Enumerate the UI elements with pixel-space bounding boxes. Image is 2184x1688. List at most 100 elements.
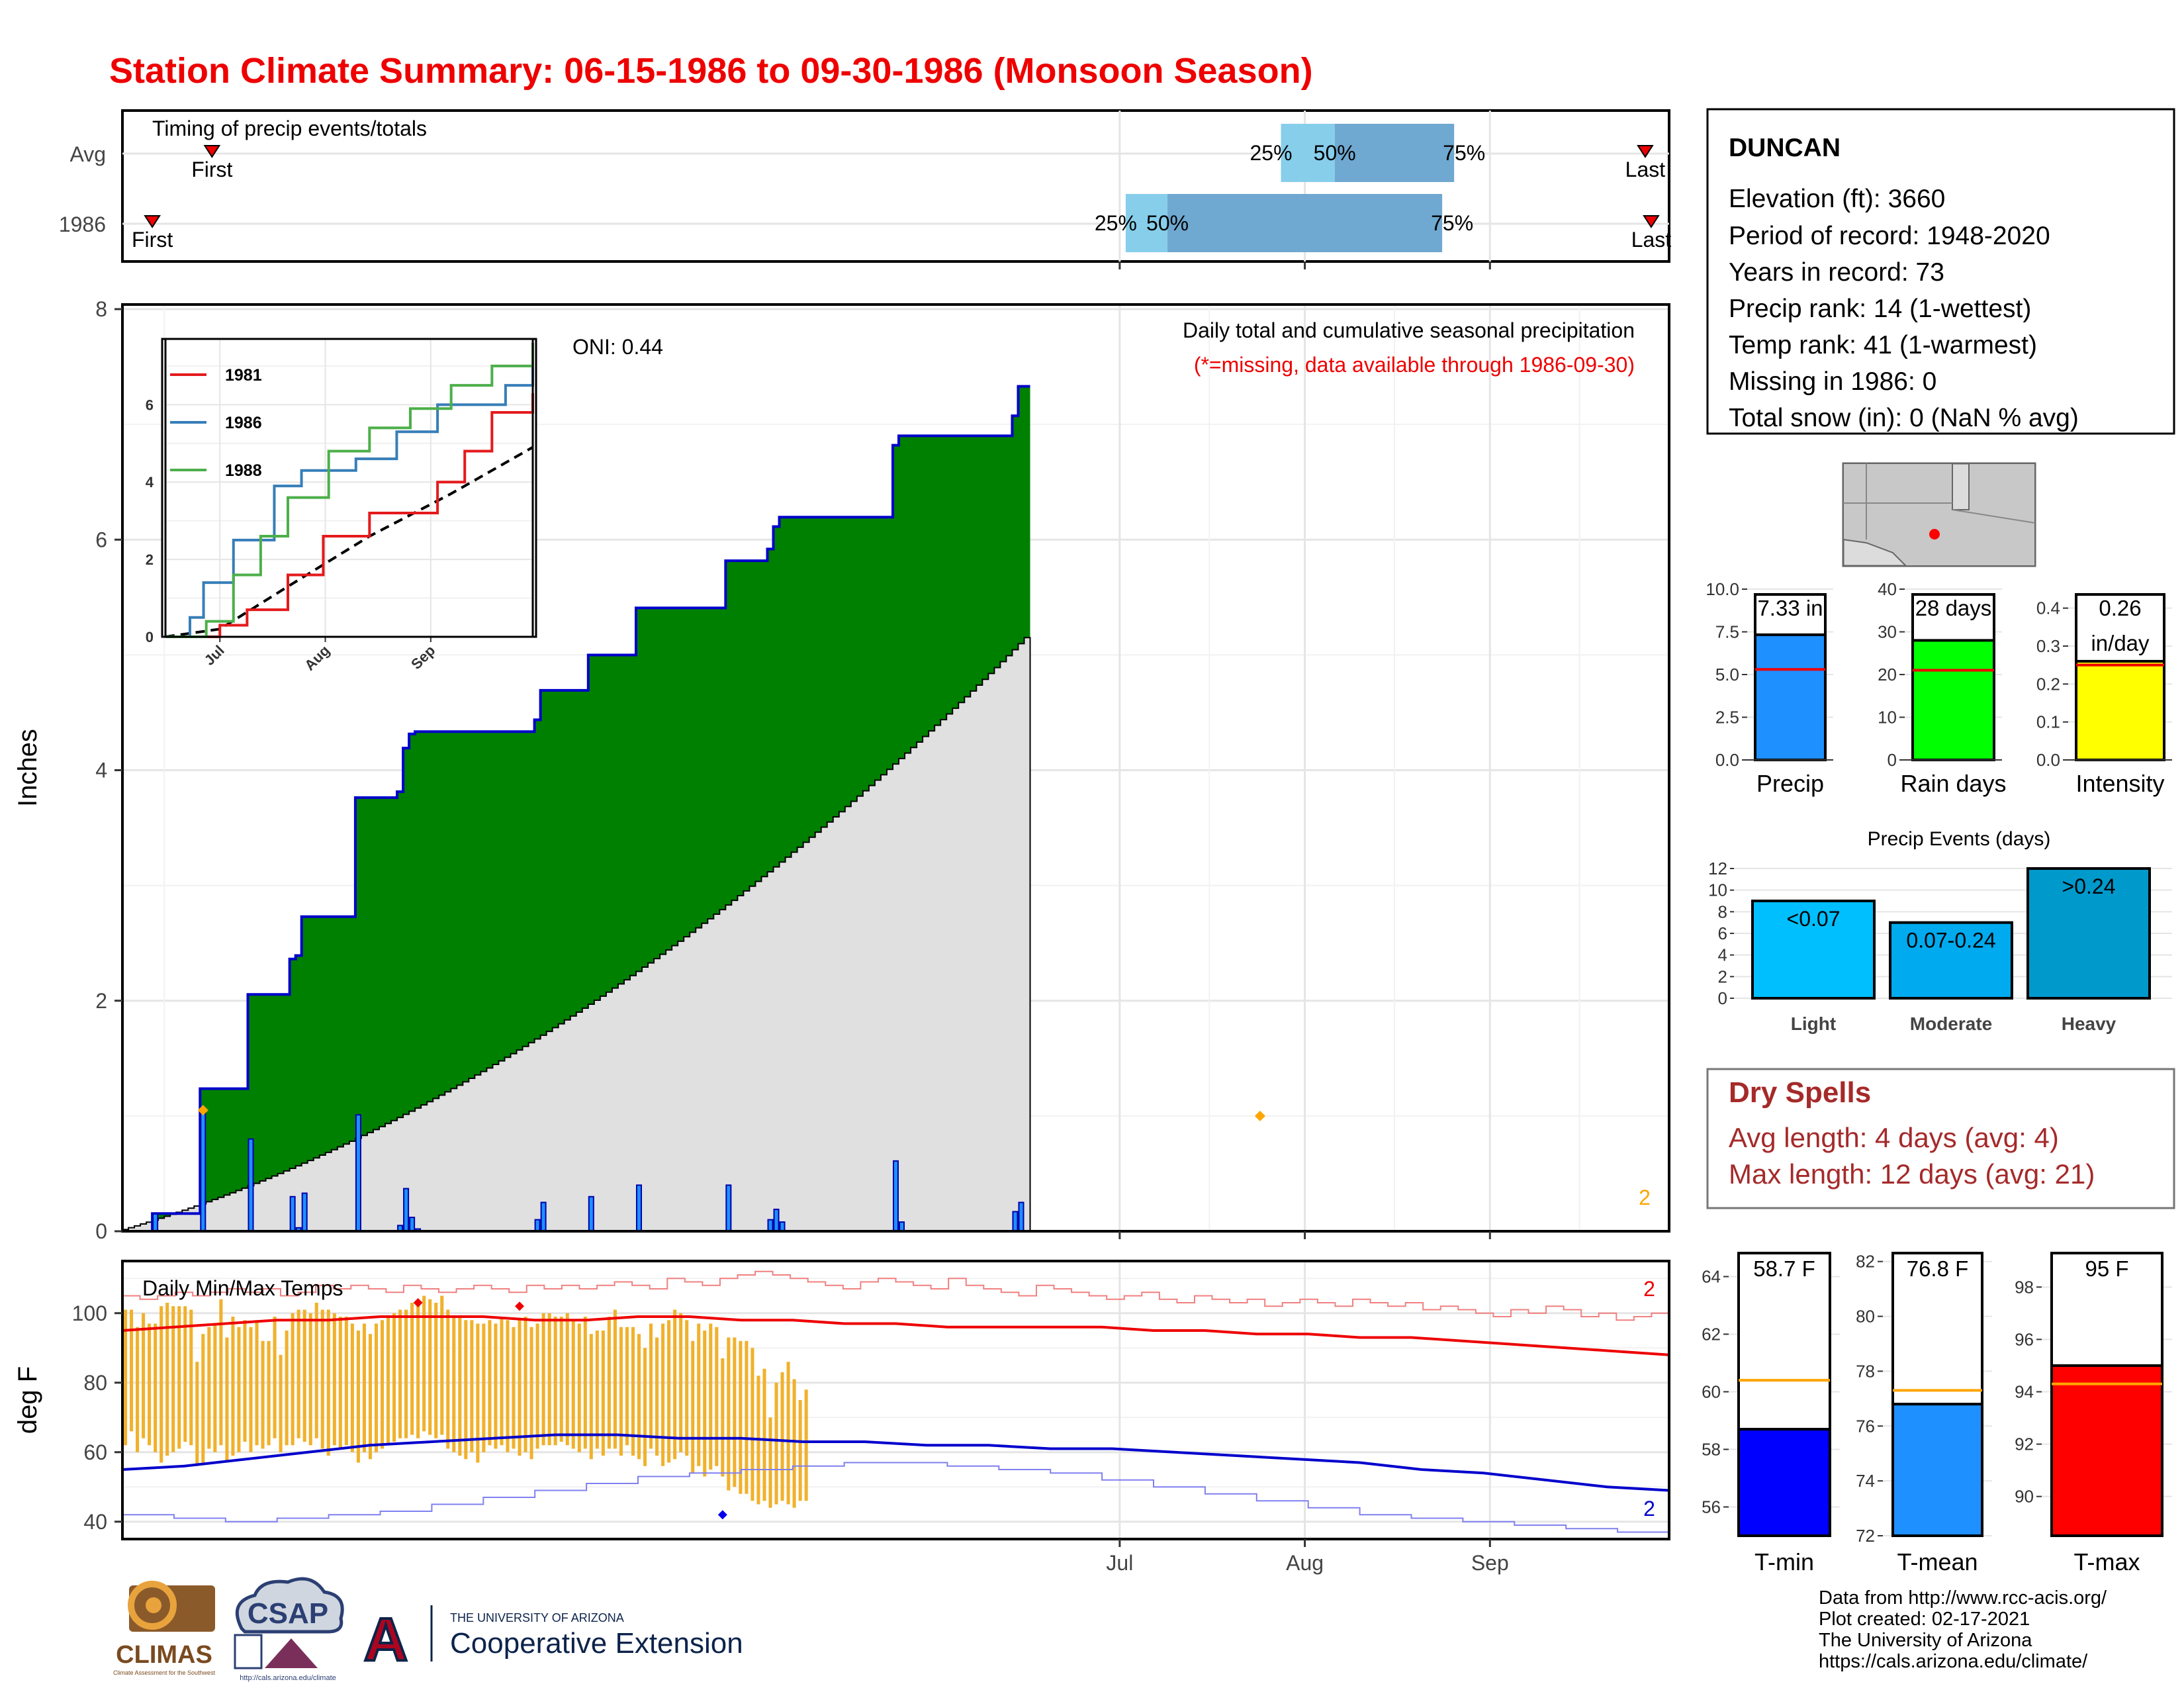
daily-temp-range-bar [213,1323,217,1452]
daily-temp-range-bar [183,1306,187,1442]
summary-tick-label: 20 [1878,665,1897,684]
daily-precip-bar [289,1196,296,1232]
daily-temp-range-bar [231,1317,235,1456]
daily-temp-range-bar [673,1309,677,1460]
timing-label-25: 25% [1250,141,1292,165]
daily-temp-range-bar [553,1317,557,1446]
date-tick-label-aug: Aug [1286,1551,1324,1575]
temperature-label: Daily Min/Max Temps [142,1276,343,1300]
events-bar-label: >0.24 [2062,874,2116,898]
daily-temp-range-bar [482,1323,486,1452]
daily-temp-range-bar [679,1313,683,1452]
inset-legend-label-1986: 1986 [225,414,262,432]
daily-precip-bar [899,1221,905,1232]
tmax-rank-label: 2 [1643,1277,1655,1301]
daily-temp-range-bar [136,1327,140,1452]
tmin-rank-label: 2 [1643,1497,1655,1521]
climas-logo: CLIMAS Climate Assessment for the Southw… [113,1581,216,1676]
daily-precip-bar [767,1219,774,1233]
cumulative-precip-line [122,385,1030,1233]
ua-cooperative-extension-logo: A THE UNIVERSITY OF ARIZONA Cooperative … [361,1605,743,1675]
summary-tick-label: 7.5 [1715,622,1739,642]
daily-temp-range-bar [697,1323,701,1466]
summary-tick-label: 0.4 [2036,598,2060,618]
timing-rows: 25% 50% 75% First Last 25% 50% 75% First Last [132,111,1671,269]
temp-summary-value: 76.8 F [1907,1256,1969,1281]
info-years: Years in record: 73 [1729,258,1944,287]
daily-temp-range-bar [446,1309,450,1449]
timing-marker-first [203,145,221,158]
timing-label-75: 75% [1443,141,1485,165]
daily-temp-range-bar [798,1400,802,1501]
temperature-y-axis: 40 60 80 100 [72,1301,122,1534]
daily-precip-bar [534,1219,541,1233]
daily-temp-range-bar [362,1323,366,1452]
daily-temp-range-bar [219,1299,223,1446]
daily-precip-bar [1018,1201,1024,1232]
daily-precip-bar [200,1108,206,1232]
events-category-label: Light [1791,1013,1836,1034]
daily-temp-range-bar [494,1323,498,1449]
temp-summary-tick-label: 98 [2015,1277,2034,1297]
timing-label-75: 75% [1431,211,1473,235]
timing-label-first: First [132,228,173,252]
timing-bar-50-75 [1167,194,1443,252]
daily-precip-bar [779,1221,786,1232]
temp-y-tick-label: 80 [83,1371,107,1395]
footer-line-4: https://cals.arizona.edu/climate/ [1819,1651,2088,1672]
average-tmin-line [122,1433,1670,1492]
timing-label-50: 50% [1146,211,1189,235]
average-tmax-line [122,1315,1670,1356]
timing-label: Timing of precip events/totals [152,117,427,140]
temp-summary-tick-label: 92 [2015,1434,2034,1454]
daily-temp-range-bar [261,1340,265,1449]
events-tick-label: 4 [1718,945,1727,965]
daily-precip-bar [248,1138,254,1232]
daily-temp-range-bar [649,1323,653,1449]
daily-temp-range-bar [387,1317,390,1446]
summary-bar-intensity [2075,659,2165,762]
summary-tick-label: 0.1 [2036,712,2060,732]
inset-y-tick-label: 0 [146,629,154,645]
daily-temp-range-bar [631,1327,635,1456]
timing-label-50: 50% [1314,141,1356,165]
daily-precip-bar [301,1192,308,1232]
daily-temp-range-bar [529,1327,533,1460]
daily-temp-range-bar [523,1317,527,1452]
daily-precip-bar [588,1196,594,1232]
daily-temp-range-bar [780,1372,784,1501]
csap-logo: CSAP http://cals.arizona.edu/climate [234,1577,344,1682]
temp-summary-bar-t-mean [1891,1403,1983,1537]
season-summary-bars: 0.0 2.5 5.0 7.5 10.0 7.33 in Precip 0 10 20 30 40 28… [1706,579,2172,797]
daily-temp-range-bar [344,1317,348,1446]
dry-spells-avg: Avg length: 4 days (avg: 4) [1729,1122,2059,1153]
dry-spells-max: Max length: 12 days (avg: 21) [1729,1158,2095,1190]
daily-temp-range-bar [123,1309,128,1446]
daily-temp-range-bar [685,1320,689,1456]
daily-temp-range-bar [171,1306,175,1452]
daily-temp-range-bar [751,1348,754,1501]
daily-temp-range-bar [762,1368,766,1501]
daily-temp-range-bar [255,1320,259,1446]
precip-events-title: Precip Events (days) [1868,828,2051,850]
temp-y-tick-label: 40 [83,1510,107,1534]
temp-summary-bar-t-max [2050,1364,2163,1538]
summary-tick-label: 30 [1878,622,1897,642]
events-tick-label: 12 [1708,859,1727,878]
summary-tick-label: 0.0 [1715,750,1739,770]
oni-label: ONI: 0.44 [572,335,663,359]
station-location-dot [1929,529,1940,539]
precip-y-tick-label: 2 [95,989,107,1013]
events-bar-label: 0.07-0.24 [1906,929,1995,953]
daily-temp-range-bar [458,1317,462,1456]
page-title: Station Climate Summary: 06-15-1986 to 0… [109,51,1313,91]
daily-temp-range-bar [392,1313,396,1442]
daily-temp-range-bar [745,1340,749,1494]
daily-temp-range-bar [464,1320,468,1460]
daily-temp-range-bar [565,1313,569,1446]
daily-temp-range-bar [308,1313,312,1446]
temp-summary-tick-label: 60 [1702,1382,1721,1402]
daily-temp-range-bar [715,1327,719,1466]
summary-tick-label: 0 [1888,750,1897,770]
record-max-envelope [122,1270,1669,1321]
